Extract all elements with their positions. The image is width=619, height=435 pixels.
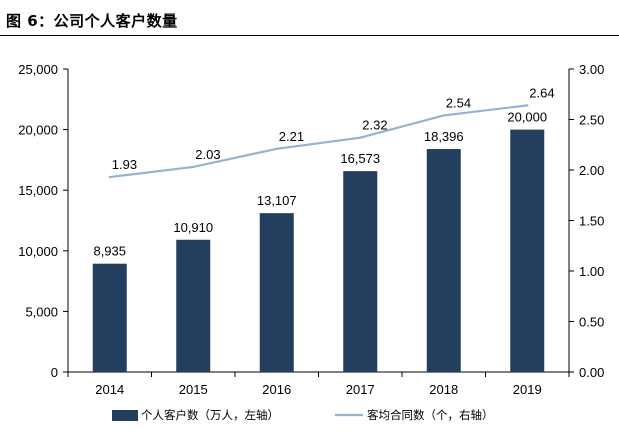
left-axis-tick-label: 0 bbox=[51, 365, 58, 380]
bar bbox=[510, 129, 545, 372]
legend-line-label: 客均合同数（个，右轴） bbox=[367, 408, 494, 422]
left-axis-tick-label: 25,000 bbox=[18, 62, 58, 77]
x-axis-tick-label: 2019 bbox=[513, 382, 542, 397]
bar bbox=[343, 171, 378, 372]
line-data-label: 2.54 bbox=[446, 95, 471, 110]
bar bbox=[176, 239, 211, 372]
legend-bar-swatch bbox=[112, 410, 138, 421]
line-point bbox=[526, 104, 529, 107]
bar-data-label: 13,107 bbox=[257, 193, 297, 208]
right-axis-tick-label: 2.00 bbox=[579, 163, 604, 178]
x-axis-tick-label: 2014 bbox=[95, 382, 124, 397]
line-data-label: 2.64 bbox=[529, 85, 554, 100]
left-axis-tick-label: 20,000 bbox=[18, 123, 58, 138]
left-axis-tick-label: 15,000 bbox=[18, 183, 58, 198]
bar bbox=[92, 263, 127, 372]
line-data-label: 2.03 bbox=[195, 147, 220, 162]
x-axis-tick-label: 2016 bbox=[262, 382, 291, 397]
line-point bbox=[192, 165, 195, 169]
figure-header: 图 6：公司个人客户数量 bbox=[0, 0, 619, 36]
figure-title: 图 6：公司个人客户数量 bbox=[6, 12, 178, 30]
right-axis-tick-label: 0.00 bbox=[579, 365, 604, 380]
line-point bbox=[275, 147, 278, 150]
x-axis-tick-label: 2017 bbox=[346, 382, 375, 397]
right-axis-tick-label: 3.00 bbox=[579, 62, 604, 77]
line-data-label: 2.32 bbox=[362, 118, 387, 133]
right-axis-tick-label: 2.50 bbox=[579, 113, 604, 128]
right-axis-tick-label: 1.50 bbox=[579, 214, 604, 229]
x-axis-tick-label: 2018 bbox=[429, 382, 458, 397]
bar bbox=[426, 149, 461, 372]
bar bbox=[259, 213, 294, 372]
line-point bbox=[359, 136, 362, 139]
left-axis-tick-label: 5,000 bbox=[25, 304, 58, 319]
line-point bbox=[108, 175, 111, 179]
x-axis-tick-label: 2015 bbox=[179, 382, 208, 397]
line-data-label: 1.93 bbox=[112, 157, 137, 172]
right-axis-tick-label: 0.50 bbox=[579, 315, 604, 330]
line-point bbox=[442, 114, 445, 117]
legend-bar-label: 个人客户数（万人，左轴） bbox=[141, 408, 279, 422]
bar-data-label: 20,000 bbox=[507, 110, 547, 125]
right-axis-tick-label: 1.00 bbox=[579, 264, 604, 279]
bar-data-label: 18,396 bbox=[424, 129, 464, 144]
left-axis-tick-label: 10,000 bbox=[18, 244, 58, 259]
bar-data-label: 8,935 bbox=[93, 244, 126, 259]
line-series bbox=[109, 104, 528, 179]
line-data-label: 2.21 bbox=[279, 129, 304, 144]
bar-data-label: 10,910 bbox=[173, 220, 213, 235]
bar-data-label: 16,573 bbox=[340, 151, 380, 166]
